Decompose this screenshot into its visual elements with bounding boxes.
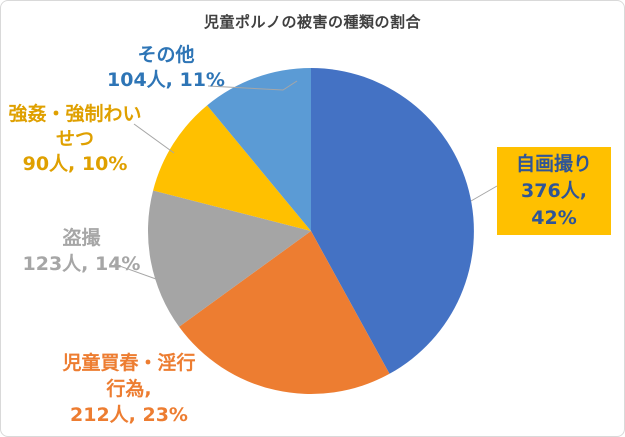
label-jigadori-box: 自画撮り 376人, 42% — [497, 147, 611, 235]
label-jigadori-percent: 42% — [531, 207, 577, 229]
leader-line-tosatsu — [113, 263, 157, 280]
label-gokan-name1: 強姦・強制わい — [8, 103, 142, 125]
label-kaishun-name2: 行為, — [106, 378, 152, 400]
leader-lines — [113, 80, 498, 280]
label-tosatsu-name: 盗撮 — [62, 227, 101, 249]
label-sonota: その他 104人, 11% — [91, 43, 241, 93]
label-gokan-name2: せつ — [55, 128, 94, 150]
label-tosatsu-value: 123人, 14% — [22, 253, 141, 275]
label-gokan: 強姦・強制わい せつ 90人, 10% — [1, 102, 149, 177]
pie-slice-1-自画撮り — [311, 68, 474, 374]
chart-title: 児童ポルノの被害の種類の割合 — [203, 13, 421, 31]
pie-slice-2-児童買春・淫行行為 — [179, 231, 390, 394]
pie-slices — [147, 68, 474, 394]
label-jigadori-name: 自画撮り — [515, 153, 592, 175]
pie-slice-3-盗撮 — [147, 190, 311, 327]
label-kaishun: 児童買春・淫行 行為, 212人, 23% — [23, 350, 235, 428]
leader-line-jigadori — [470, 185, 498, 202]
label-sonota-name: その他 — [137, 44, 195, 66]
leader-line-gokan — [133, 123, 175, 154]
label-kaishun-value: 212人, 23% — [70, 404, 188, 426]
pie-slice-5-その他 — [207, 68, 311, 231]
label-tosatsu: 盗撮 123人, 14% — [9, 225, 154, 277]
label-sonota-value: 104人, 11% — [107, 69, 225, 91]
label-kaishun-name1: 児童買春・淫行 — [62, 352, 196, 374]
leader-line-sonota — [207, 80, 298, 91]
pie-slice-4-強姦・強制わいせつ — [153, 105, 311, 231]
label-jigadori-value: 376人, — [521, 180, 587, 202]
label-gokan-value: 90人, 10% — [22, 153, 128, 175]
